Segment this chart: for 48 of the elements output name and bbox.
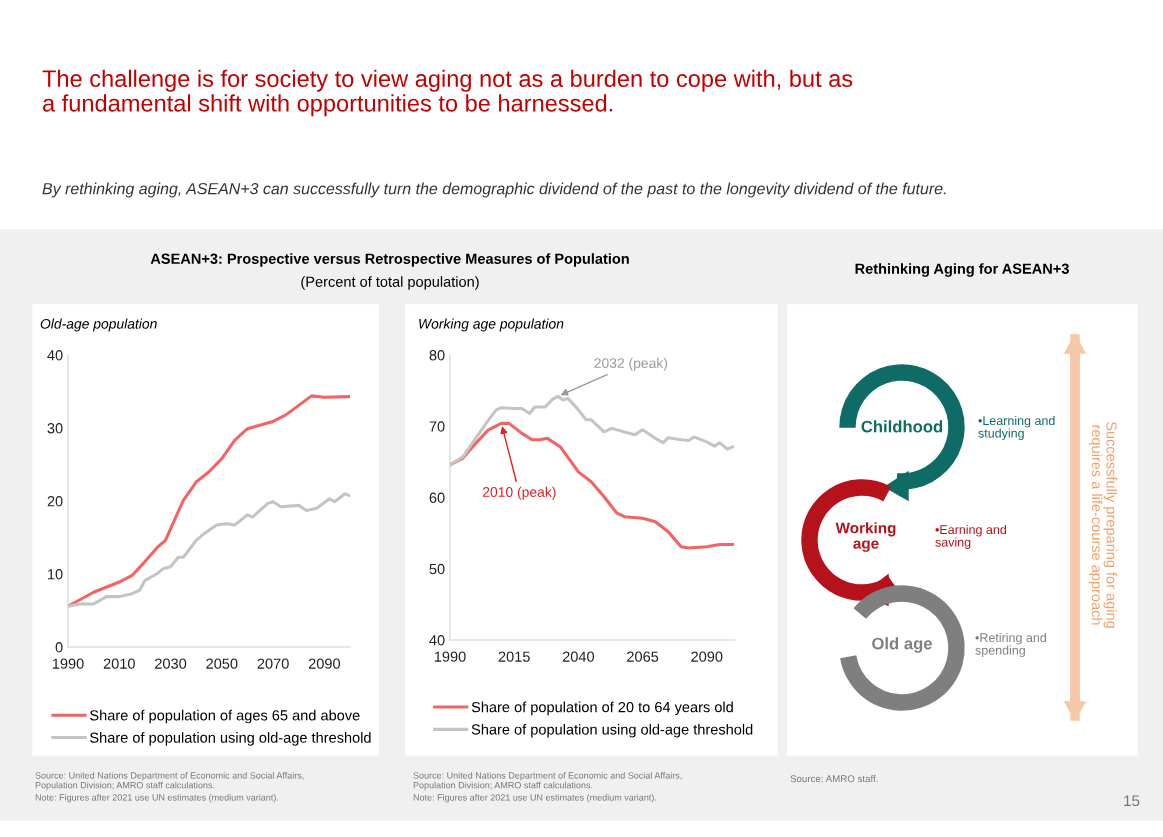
y-tick-label: 30 [47, 423, 63, 434]
y-tick-label: 50 [429, 563, 445, 575]
x-tick-label: 2030 [155, 658, 187, 669]
y-tick-label: 10 [48, 569, 63, 580]
x-tick-label: 2050 [206, 658, 238, 669]
y-tick-label: 40 [47, 350, 63, 361]
text: Rethinking Aging for ASEAN+3 [855, 263, 1069, 277]
text: •Retiring and spending [975, 632, 1046, 658]
x-tick-label: 2015 [498, 651, 530, 662]
x-tick-label: 2090 [308, 658, 341, 669]
x-tick-label: 2070 [257, 658, 289, 669]
source-note: Source: AMRO staff. [790, 775, 878, 783]
legend-label: Share of population of ages 65 and above [90, 709, 360, 724]
text: (Percent of total population) [301, 276, 479, 290]
text: Old age [872, 637, 932, 653]
y-tick-label: 0 [55, 642, 63, 653]
text: Note: Figures after 2021 use UN estimates (medium variant). [413, 794, 657, 803]
text: •Learning and studying [978, 415, 1055, 441]
legend-label: Share of population using old-age threshold [471, 723, 753, 738]
legend-label: Share of population of 20 to 64 years old [471, 701, 733, 716]
annotation: 2032 (peak) [594, 357, 668, 371]
y-axis-title: Old-age population [40, 318, 157, 332]
text: By rethinking aging, ASEAN+3 can successfully turn the demographic dividend of the past to the longevity dividend of the future. [42, 182, 946, 198]
annotation: 2010 (peak) [482, 486, 556, 500]
x-tick-label: 2010 [103, 658, 135, 669]
y-tick-label: 80 [429, 350, 445, 361]
text: Working age [835, 522, 896, 552]
text: Successfully preparing for aging requires a life-course approach [1088, 421, 1118, 628]
y-tick-label: 40 [429, 635, 445, 646]
y-tick-label: 70 [429, 421, 445, 432]
text: The challenge is for society to view aging not as a burden to cope with, but as a fundamental shift with opportunities to be harnessed. [42, 69, 853, 117]
text: •Earning and saving [935, 524, 1006, 550]
x-tick-label: 2040 [562, 651, 595, 662]
x-tick-label: 1990 [434, 651, 466, 662]
y-axis-title: Working age population [419, 318, 564, 332]
x-tick-label: 1990 [52, 658, 84, 669]
x-tick-label: 2090 [691, 651, 723, 662]
line-series [450, 421, 734, 550]
source-note: Source: United Nations Department of Economic and Social Affairs, Population Division; AMRO staff calculations. [413, 772, 682, 791]
source-note: Source: United Nations Department of Economic and Social Affairs, Population Division; AMRO staff calculations. [35, 772, 304, 791]
x-tick-label: 2065 [627, 651, 659, 662]
text: 15 [1124, 795, 1140, 807]
legend-label: Share of population using old-age threshold [90, 732, 371, 746]
y-tick-label: 20 [47, 496, 63, 507]
text: Note: Figures after 2021 use UN estimates (medium variant). [35, 794, 279, 803]
text: ASEAN+3: Prospective versus Retrospective Measures of Population [150, 253, 629, 267]
text: Childhood [861, 420, 943, 433]
y-tick-label: 60 [429, 492, 445, 503]
